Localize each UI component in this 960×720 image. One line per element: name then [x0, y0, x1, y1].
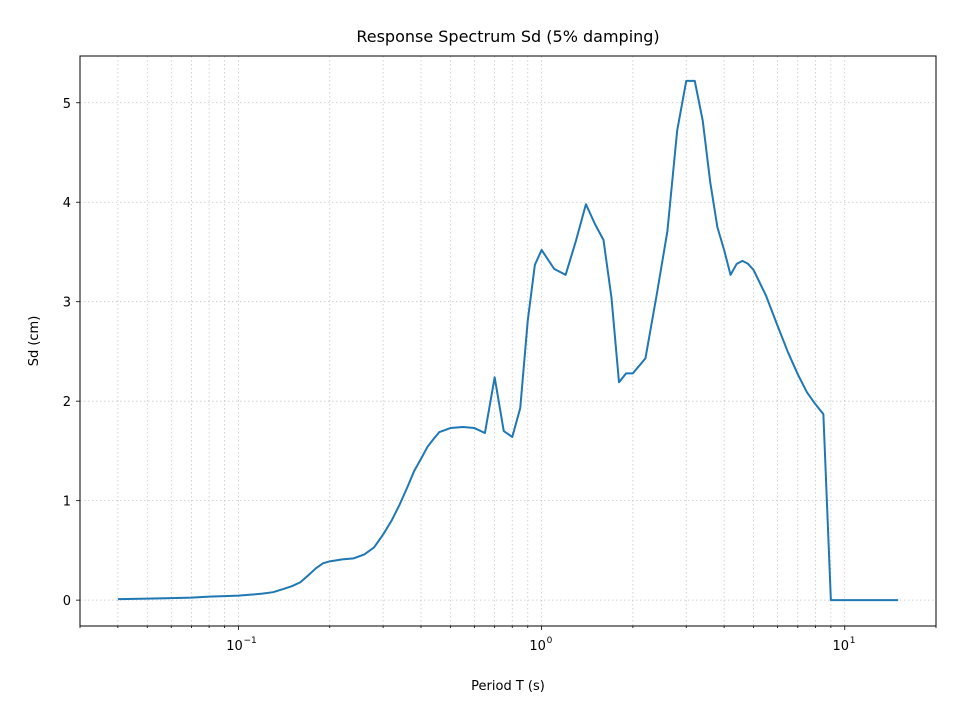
series-line: [117, 79, 899, 602]
x-axis-label: Period T (s): [471, 679, 545, 694]
y-axis-label: Sd (cm): [27, 316, 42, 367]
grid-lines: [79, 56, 937, 626]
y-tick-label: 3: [63, 296, 71, 311]
y-tick-label: 0: [63, 594, 71, 609]
plot-frame: [79, 55, 937, 627]
x-tick-exponent: 1: [850, 636, 856, 646]
x-tick-exponent: −1: [243, 636, 256, 646]
y-tick-label: 1: [63, 495, 71, 510]
x-tick-label: 10: [529, 639, 546, 654]
x-tick-label: 10: [832, 639, 849, 654]
y-tick-label: 5: [63, 97, 71, 112]
series-group: [117, 79, 899, 602]
x-tick-label: 10: [226, 639, 243, 654]
y-tick-label: 2: [63, 395, 71, 410]
x-tick-exponent: 0: [547, 636, 553, 646]
y-tick-label: 4: [63, 196, 71, 211]
chart-title: Response Spectrum Sd (5% damping): [356, 27, 659, 46]
